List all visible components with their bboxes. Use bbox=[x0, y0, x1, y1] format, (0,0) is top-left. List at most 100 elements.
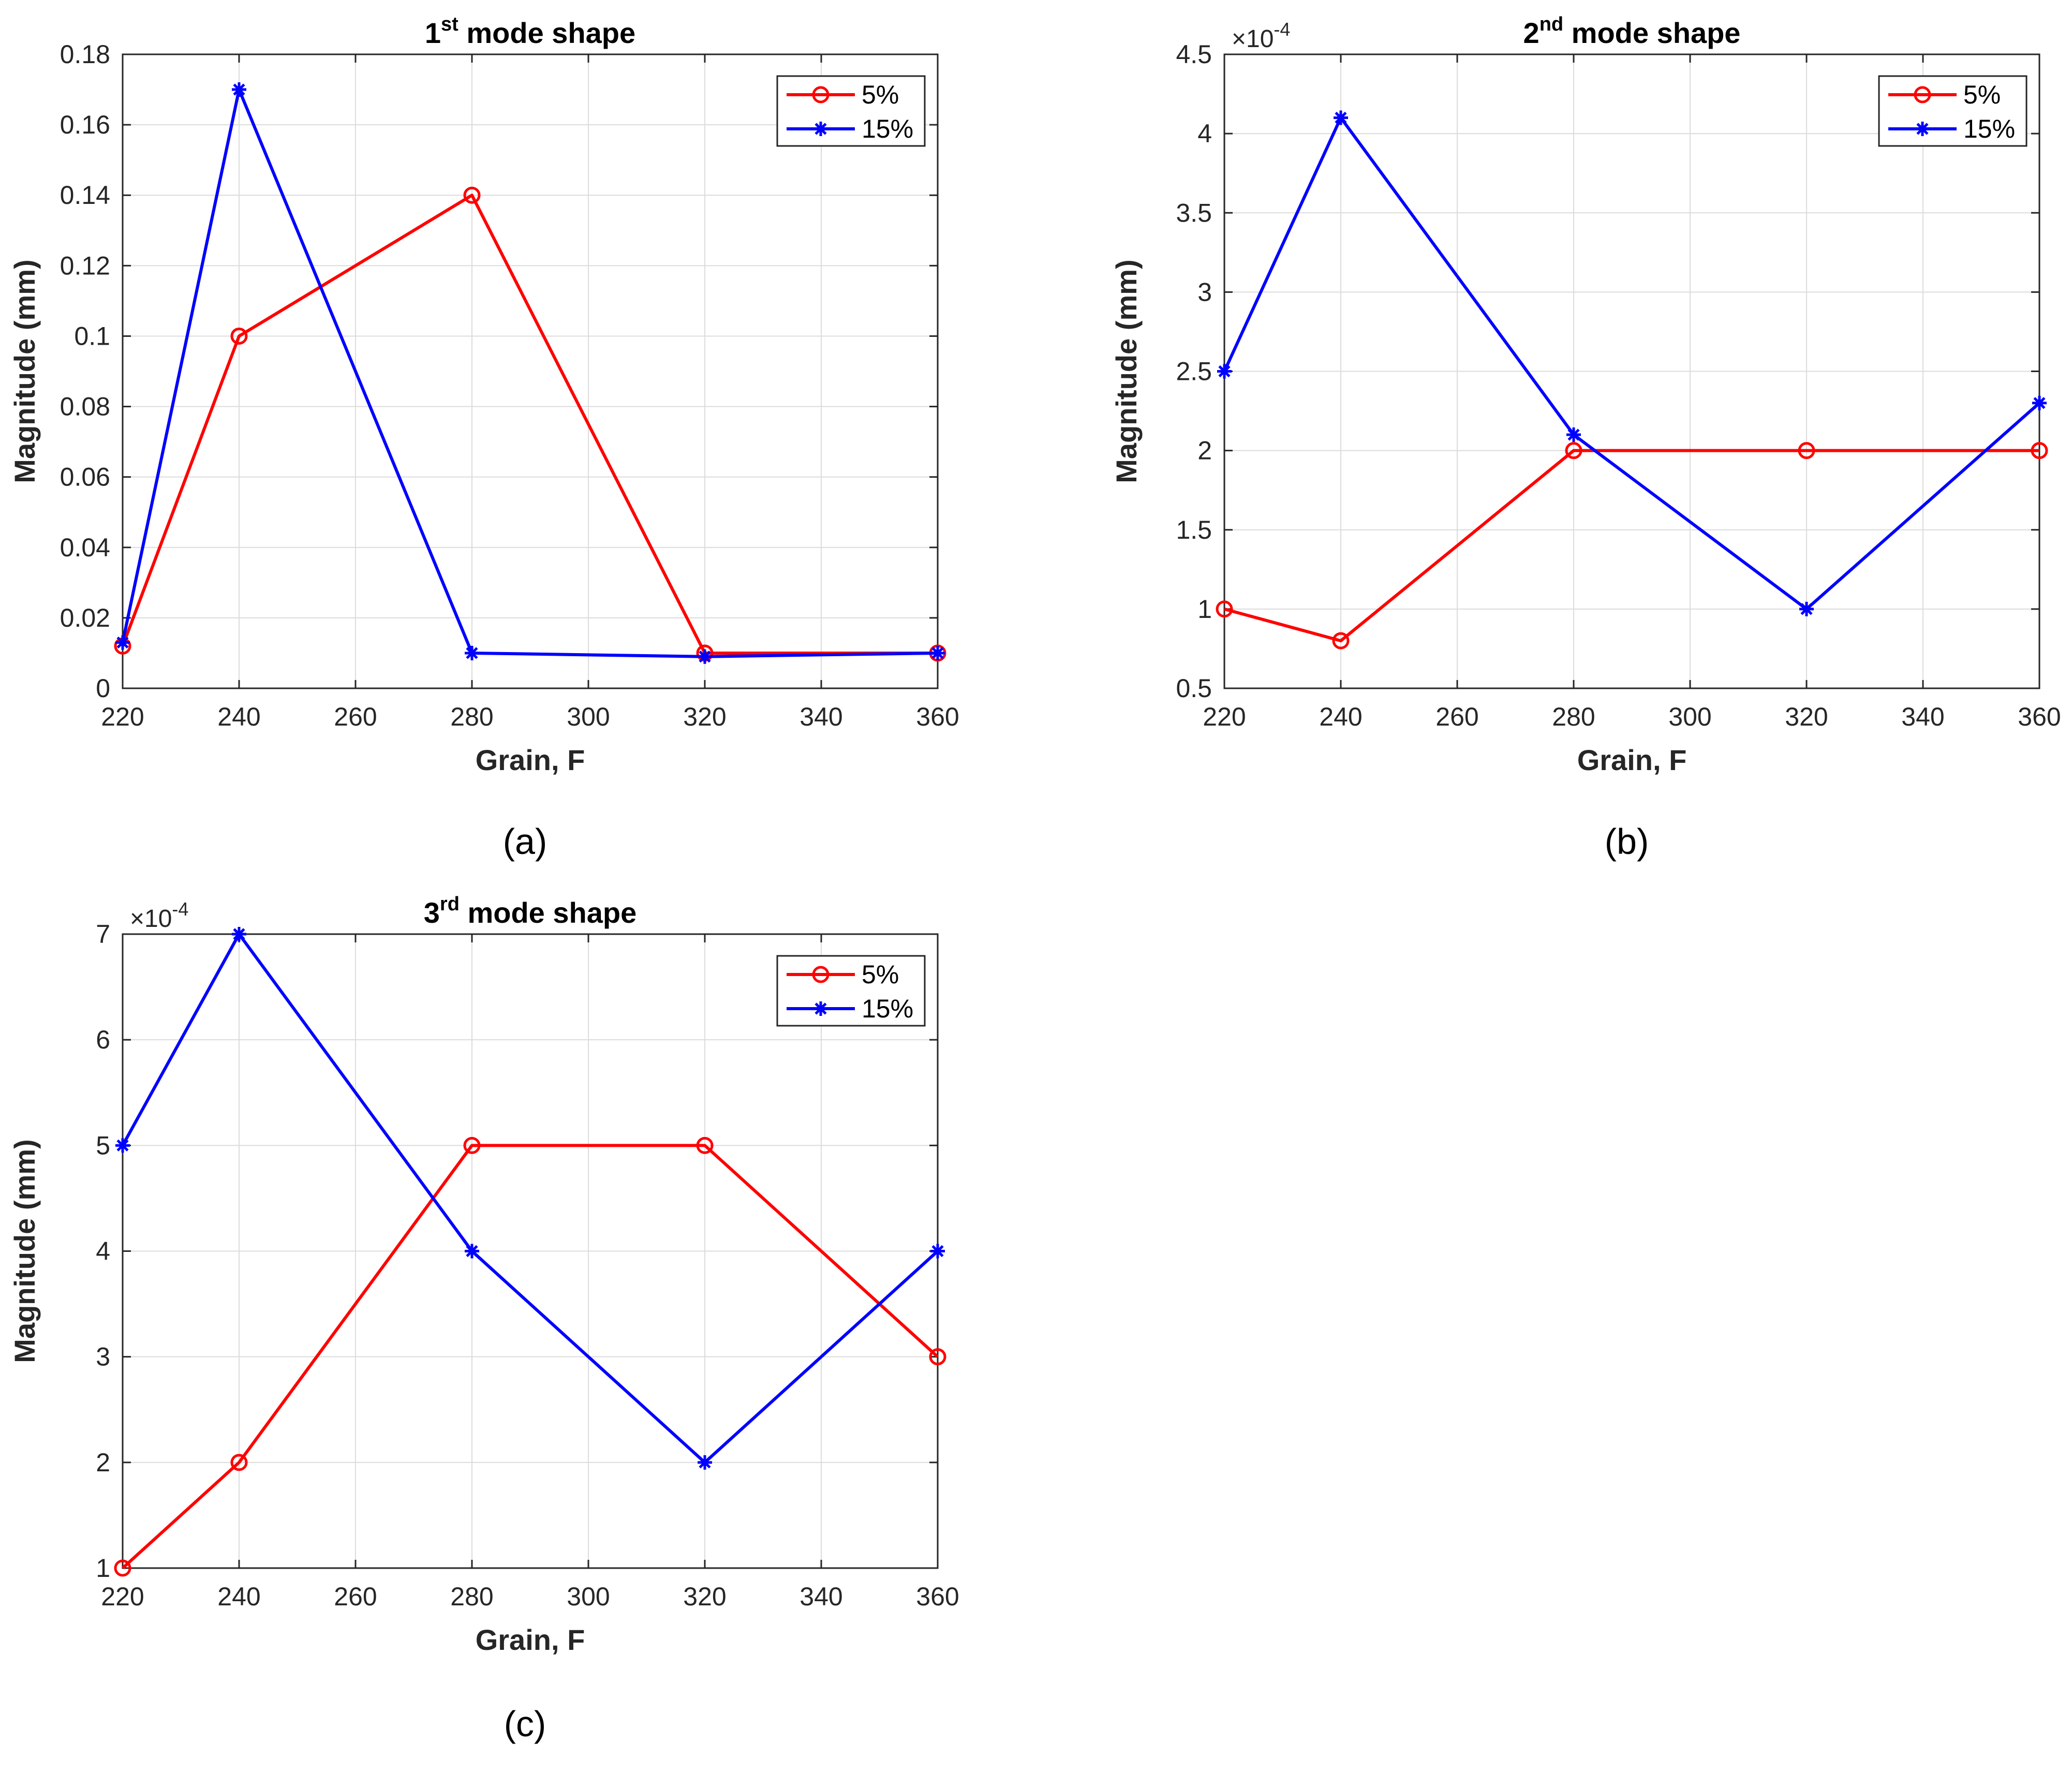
x-tick-label: 220 bbox=[101, 702, 144, 731]
data-point bbox=[465, 645, 479, 660]
data-point bbox=[2031, 442, 2048, 460]
legend-marker bbox=[1915, 122, 1930, 136]
x-tick-label: 360 bbox=[916, 702, 959, 731]
axis-exponent: ×10-4 bbox=[130, 898, 188, 933]
x-tick-label: 340 bbox=[800, 1582, 842, 1611]
y-tick-label: 4.5 bbox=[1176, 40, 1212, 69]
panel-label: (c) bbox=[504, 1704, 546, 1744]
y-tick-label: 0.06 bbox=[60, 463, 110, 492]
legend-box bbox=[1878, 75, 2027, 147]
x-axis-label: Grain, F bbox=[476, 744, 585, 776]
data-point bbox=[1566, 427, 1581, 442]
x-tick-label: 280 bbox=[450, 702, 493, 731]
data-point bbox=[465, 1244, 479, 1259]
x-axis-label: Grain, F bbox=[1577, 744, 1687, 776]
y-tick-label: 4 bbox=[96, 1237, 110, 1266]
legend-box bbox=[776, 955, 926, 1027]
data-point bbox=[2032, 395, 2047, 410]
x-tick-label: 340 bbox=[1901, 702, 1944, 731]
legend-label: 15% bbox=[862, 994, 913, 1023]
data-point bbox=[1217, 364, 1232, 379]
x-tick-label: 260 bbox=[334, 1582, 377, 1611]
x-tick-label: 320 bbox=[683, 702, 726, 731]
legend-marker bbox=[812, 86, 830, 104]
y-tick-label: 0.12 bbox=[60, 251, 110, 280]
x-tick-label: 300 bbox=[1668, 702, 1711, 731]
legend-label: 5% bbox=[1963, 80, 2001, 109]
data-point bbox=[232, 82, 246, 97]
data-point bbox=[1332, 632, 1350, 649]
legend: 5%15% bbox=[776, 955, 926, 1027]
chart-panel-1: 220 240 260 280 300 320 340 360 0 0.02 0.04 0.06 0.0… bbox=[8, 13, 959, 862]
data-point bbox=[463, 1136, 481, 1154]
y-tick-label: 3.5 bbox=[1176, 198, 1212, 227]
legend: 5%15% bbox=[1878, 75, 2027, 147]
x-tick-label: 300 bbox=[567, 702, 610, 731]
legend-marker bbox=[1914, 86, 1931, 104]
y-tick-label: 0 bbox=[96, 674, 110, 703]
y-tick-label: 0.14 bbox=[60, 181, 110, 210]
chart-panel-2: 220 240 260 280 300 320 340 360 0.5 1 1.5 2 2.5 3 3.5 4… bbox=[1110, 13, 2061, 862]
legend-label: 15% bbox=[862, 114, 913, 143]
x-tick-label: 240 bbox=[1319, 702, 1362, 731]
x-tick-label: 260 bbox=[334, 702, 377, 731]
data-point bbox=[115, 635, 130, 650]
legend-marker bbox=[813, 122, 828, 136]
legend-label: 5% bbox=[862, 80, 899, 109]
y-tick-label: 0.04 bbox=[60, 533, 110, 562]
y-tick-label: 0.1 bbox=[74, 321, 110, 350]
x-tick-label: 280 bbox=[1552, 702, 1595, 731]
y-tick-label: 0.02 bbox=[60, 603, 110, 632]
series-line-5% bbox=[121, 1144, 939, 1570]
y-tick-label: 2 bbox=[1197, 436, 1212, 465]
x-tick-label: 260 bbox=[1435, 702, 1478, 731]
y-tick-label: 0.5 bbox=[1176, 674, 1212, 703]
data-point bbox=[1798, 442, 1815, 460]
plot-area bbox=[123, 54, 938, 688]
data-point bbox=[114, 1559, 131, 1577]
series-line-5% bbox=[121, 194, 938, 655]
legend-label: 5% bbox=[862, 960, 899, 989]
y-axis-label: Magnitude (mm) bbox=[1110, 259, 1143, 483]
data-point bbox=[1799, 601, 1814, 616]
x-tick-label: 340 bbox=[800, 702, 842, 731]
y-tick-label: 2 bbox=[96, 1448, 110, 1477]
data-point bbox=[463, 186, 481, 204]
x-tick-label: 240 bbox=[217, 702, 260, 731]
chart-panel-3: 220 240 260 280 300 320 340 360 1 2 3 4 5 6 7 ×10-4 3rd … bbox=[8, 893, 959, 1744]
data-point bbox=[698, 1455, 712, 1470]
x-tick-label: 320 bbox=[683, 1582, 726, 1611]
x-tick-label: 220 bbox=[1203, 702, 1246, 731]
y-tick-label: 3 bbox=[1197, 277, 1212, 306]
y-tick-label: 0.18 bbox=[60, 40, 110, 69]
x-tick-label: 300 bbox=[567, 1582, 610, 1611]
x-tick-label: 360 bbox=[2018, 702, 2061, 731]
y-tick-label: 0.08 bbox=[60, 392, 110, 421]
chart-title: 1st mode shape bbox=[425, 13, 635, 49]
data-point bbox=[1334, 110, 1348, 125]
panel-label: (b) bbox=[1605, 821, 1649, 862]
x-tick-label: 280 bbox=[450, 1582, 493, 1611]
data-point bbox=[1565, 442, 1582, 460]
chart-title: 3rd mode shape bbox=[424, 893, 637, 929]
x-axis-label: Grain, F bbox=[476, 1623, 585, 1656]
y-tick-label: 1 bbox=[96, 1554, 110, 1583]
panel-label: (a) bbox=[503, 821, 547, 862]
data-point bbox=[929, 1348, 946, 1366]
data-point bbox=[230, 1454, 248, 1471]
x-tick-label: 360 bbox=[916, 1582, 959, 1611]
data-point bbox=[230, 327, 248, 345]
y-axis-label: Magnitude (mm) bbox=[8, 1139, 41, 1363]
data-point bbox=[696, 1136, 714, 1154]
x-tick-label: 220 bbox=[101, 1582, 144, 1611]
data-point bbox=[1216, 600, 1233, 618]
axes-box bbox=[122, 53, 939, 689]
y-tick-label: 7 bbox=[96, 920, 110, 949]
series-line-5% bbox=[1224, 449, 2039, 643]
axis-exponent: ×10-4 bbox=[1232, 19, 1290, 53]
y-tick-label: 2.5 bbox=[1176, 357, 1212, 386]
y-tick-label: 1.5 bbox=[1176, 515, 1212, 544]
data-point bbox=[930, 645, 945, 660]
y-tick-label: 1 bbox=[1197, 595, 1212, 624]
